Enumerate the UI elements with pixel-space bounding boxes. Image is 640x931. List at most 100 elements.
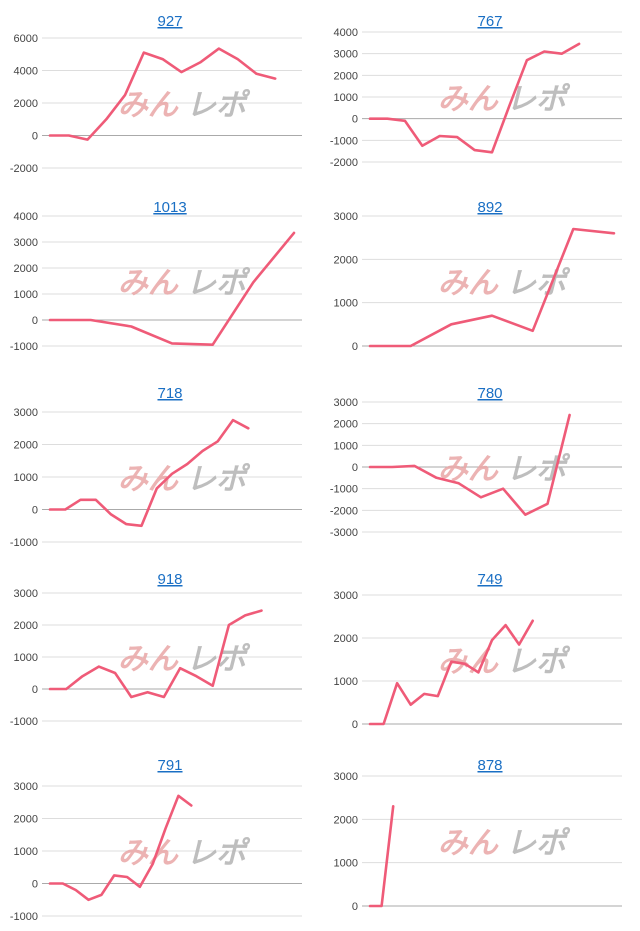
- y-tick-label: 2000: [334, 633, 358, 645]
- y-tick-label: 0: [352, 901, 358, 913]
- chart-title-link[interactable]: 1013: [153, 199, 186, 216]
- chart-title-link[interactable]: 780: [477, 385, 502, 402]
- y-tick-label: 0: [32, 131, 38, 143]
- y-tick-label: -1000: [10, 341, 38, 353]
- y-tick-label: -1000: [330, 484, 358, 496]
- y-tick-label: 3000: [334, 49, 358, 61]
- watermark-logo: みん レポ: [118, 89, 251, 122]
- y-tick-label: 3000: [334, 211, 358, 223]
- y-tick-label: -2000: [330, 157, 358, 169]
- series-line: [368, 227, 616, 348]
- y-tick-label: 3000: [14, 407, 38, 419]
- y-tick-label: -1000: [330, 135, 358, 147]
- y-tick-label: 1000: [334, 858, 358, 870]
- y-tick-label: -2000: [330, 505, 358, 517]
- y-tick-label: 3000: [334, 771, 358, 783]
- y-tick-label: -1000: [10, 911, 38, 923]
- chart-svg-9: 878 3000 2000 1000 0 みん レポ: [334, 757, 622, 913]
- chart-svg-0: 927 6000 4000 2000 0 -2000 みん レポ: [10, 13, 302, 175]
- y-tick-label: 0: [352, 114, 358, 126]
- y-tick-label: 0: [32, 505, 38, 517]
- y-tick-label: 3000: [334, 397, 358, 409]
- y-tick-label: 2000: [334, 814, 358, 826]
- y-tick-label: 2000: [14, 98, 38, 110]
- chart-panel-3: 892 3000 2000 1000 0 みん レポ: [320, 186, 640, 372]
- chart-svg-5: 780 3000 2000 1000 0 -1000 -2000 -3000 みん レポ: [330, 385, 622, 539]
- y-tick-label: 2000: [334, 70, 358, 82]
- y-tick-label: 0: [352, 462, 358, 474]
- series-line: [48, 47, 277, 141]
- y-tick-label: 3000: [14, 588, 38, 600]
- y-tick-label: 0: [352, 719, 358, 731]
- y-tick-label: -2000: [10, 163, 38, 175]
- y-tick-label: 2000: [14, 814, 38, 826]
- y-tick-label: -3000: [330, 527, 358, 539]
- y-tick-label: 0: [32, 315, 38, 327]
- chart-title-link[interactable]: 927: [157, 13, 182, 30]
- series-line: [368, 413, 571, 516]
- chart-title-link[interactable]: 892: [477, 199, 502, 216]
- chart-svg-4: 718 3000 2000 1000 0 -1000 みん レポ: [10, 385, 302, 549]
- y-tick-label: 1000: [334, 92, 358, 104]
- chart-svg-8: 791 3000 2000 1000 0 -1000 みん レポ: [10, 757, 302, 923]
- y-tick-label: 1000: [14, 289, 38, 301]
- watermark-logo: みん レポ: [438, 267, 571, 300]
- series-line: [368, 619, 534, 726]
- series-line: [48, 231, 296, 346]
- chart-panel-0: 927 6000 4000 2000 0 -2000 みん レポ: [0, 0, 320, 186]
- chart-svg-3: 892 3000 2000 1000 0 みん レポ: [334, 199, 622, 353]
- y-tick-label: 3000: [334, 590, 358, 602]
- chart-panel-8: 791 3000 2000 1000 0 -1000 みん レポ: [0, 744, 320, 930]
- series-line: [48, 609, 263, 699]
- chart-title-link[interactable]: 791: [157, 757, 182, 774]
- y-tick-label: 2000: [14, 440, 38, 452]
- watermark-logo: みん レポ: [118, 837, 251, 870]
- chart-title-link[interactable]: 767: [477, 13, 502, 30]
- watermark-logo: みん レポ: [118, 463, 251, 496]
- y-tick-label: 3000: [14, 237, 38, 249]
- y-tick-label: 0: [352, 341, 358, 353]
- chart-svg-1: 767 4000 3000 2000 1000 0 -1000 -2000 みん レポ: [330, 13, 622, 169]
- watermark-logo: みん レポ: [438, 453, 571, 486]
- y-tick-label: 0: [32, 879, 38, 891]
- chart-svg-2: 1013 4000 3000 2000 1000 0 -1000 みん レポ: [10, 199, 302, 353]
- chart-panel-5: 780 3000 2000 1000 0 -1000 -2000 -3000 みん レポ: [320, 372, 640, 558]
- y-tick-label: 1000: [334, 298, 358, 310]
- watermark-logo: みん レポ: [118, 267, 251, 300]
- y-tick-label: 1000: [14, 472, 38, 484]
- y-tick-label: -1000: [10, 537, 38, 549]
- chart-panel-2: 1013 4000 3000 2000 1000 0 -1000 みん レポ: [0, 186, 320, 372]
- y-tick-label: 3000: [14, 781, 38, 793]
- watermark-logo: みん レポ: [438, 827, 571, 860]
- y-tick-label: 1000: [334, 676, 358, 688]
- chart-title-link[interactable]: 918: [157, 571, 182, 588]
- series-line: [48, 794, 193, 902]
- y-tick-label: 6000: [14, 33, 38, 45]
- series-line: [48, 418, 250, 528]
- y-tick-label: 4000: [14, 211, 38, 223]
- y-tick-label: 2000: [334, 254, 358, 266]
- y-tick-label: 1000: [334, 440, 358, 452]
- series-line: [368, 804, 395, 908]
- watermark-logo: みん レポ: [438, 83, 571, 116]
- y-tick-label: -1000: [10, 716, 38, 728]
- y-tick-label: 0: [32, 684, 38, 696]
- y-tick-label: 2000: [334, 419, 358, 431]
- chart-panel-4: 718 3000 2000 1000 0 -1000 みん レポ: [0, 372, 320, 558]
- chart-panel-7: 749 3000 2000 1000 0 みん レポ: [320, 558, 640, 744]
- y-tick-label: 1000: [14, 846, 38, 858]
- chart-title-link[interactable]: 718: [157, 385, 182, 402]
- y-tick-label: 4000: [14, 66, 38, 78]
- y-tick-label: 2000: [14, 620, 38, 632]
- chart-panel-6: 918 3000 2000 1000 0 -1000 みん レポ: [0, 558, 320, 744]
- chart-title-link[interactable]: 749: [477, 571, 502, 588]
- y-tick-label: 1000: [14, 652, 38, 664]
- y-tick-label: 2000: [14, 263, 38, 275]
- chart-panel-1: 767 4000 3000 2000 1000 0 -1000 -2000 みん レポ: [320, 0, 640, 186]
- chart-panel-9: 878 3000 2000 1000 0 みん レポ: [320, 744, 640, 930]
- chart-title-link[interactable]: 878: [477, 757, 502, 774]
- y-tick-label: 4000: [334, 27, 358, 39]
